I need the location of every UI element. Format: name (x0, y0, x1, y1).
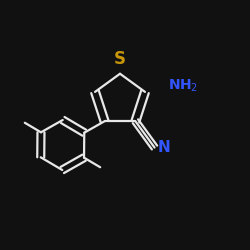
Text: N: N (158, 140, 170, 155)
Text: NH$_2$: NH$_2$ (168, 77, 198, 94)
Text: S: S (114, 50, 126, 68)
